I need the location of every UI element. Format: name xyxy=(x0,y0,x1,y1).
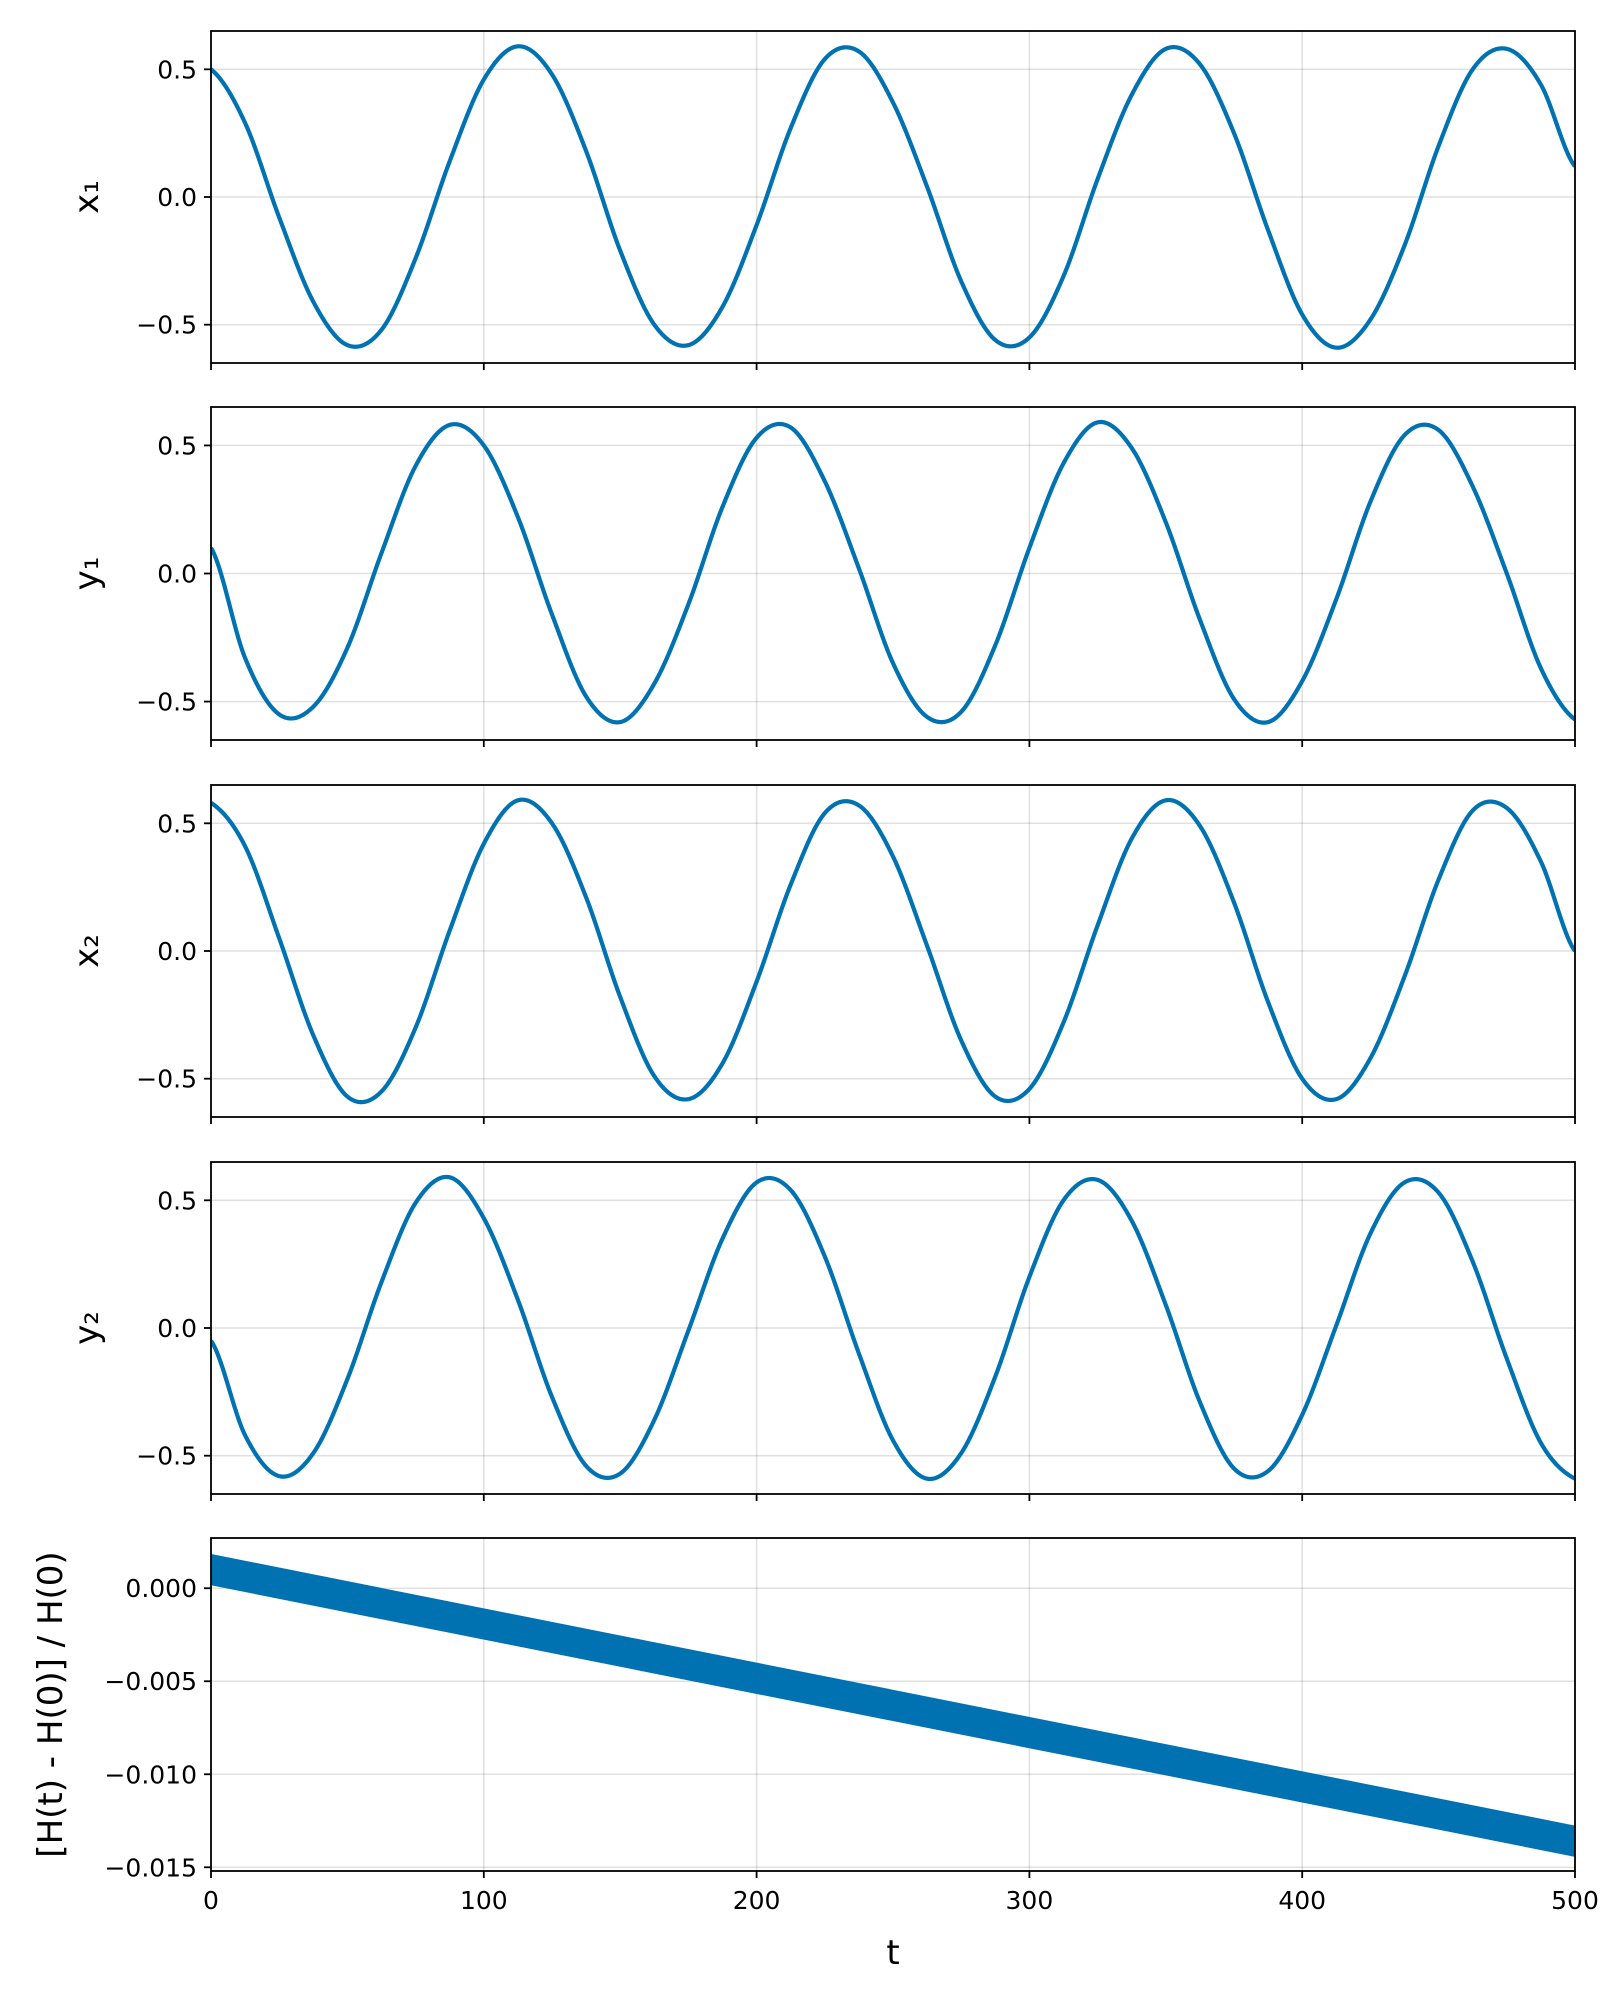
y-tick-label: −0.5 xyxy=(136,1065,197,1094)
y-tick-label: −0.010 xyxy=(104,1760,197,1789)
x-tick-label: 100 xyxy=(460,1886,508,1915)
plot-frame xyxy=(210,1537,1576,1872)
x-tick-label: 400 xyxy=(1278,1886,1326,1915)
y-axis-label: y₁ xyxy=(67,557,107,591)
y-tick-label: 0.0 xyxy=(157,560,197,589)
y-tick-label: 0.0 xyxy=(157,183,197,212)
y-axis-label: x₂ xyxy=(67,934,107,968)
energy-error-band xyxy=(211,1553,1575,1857)
y-tick-label: 0.0 xyxy=(157,1314,197,1343)
y-tick-label: 0.5 xyxy=(157,1186,197,1215)
y-tick-label: 0.000 xyxy=(125,1574,197,1603)
x-tick-label: 200 xyxy=(733,1886,781,1915)
x-tick-label: 0 xyxy=(203,1886,219,1915)
y-axis-label: y₂ xyxy=(67,1311,107,1345)
y-tick-label: 0.5 xyxy=(157,431,197,460)
y-tick-label: −0.5 xyxy=(136,1442,197,1471)
x-tick-label: 300 xyxy=(1006,1886,1054,1915)
y-axis-label: x₁ xyxy=(67,180,107,214)
y-tick-label: −0.005 xyxy=(104,1667,197,1696)
y-tick-label: −0.5 xyxy=(136,688,197,717)
y-tick-label: 0.5 xyxy=(157,55,197,84)
panel-1: −0.5 0.0 0.5 x₁ xyxy=(67,30,1576,370)
series-line xyxy=(211,797,1575,1105)
y-axis-label: [H(t) - H(0)] / H(0) xyxy=(31,1551,71,1857)
series-line xyxy=(211,44,1575,350)
y-tick-label: 0.5 xyxy=(157,809,197,838)
y-tick-label: 0.0 xyxy=(157,937,197,966)
x-tick-label: 500 xyxy=(1551,1886,1599,1915)
panel-2: −0.5 0.0 0.5 y₁ xyxy=(67,406,1576,747)
y-tick-label: −0.5 xyxy=(136,311,197,340)
x-axis-label: t xyxy=(886,1933,899,1973)
series-line xyxy=(211,1174,1575,1482)
panel-4: −0.5 0.0 0.5 y₂ xyxy=(67,1161,1576,1501)
series-line xyxy=(211,419,1575,725)
panel-3: −0.5 0.0 0.5 x₂ xyxy=(67,784,1576,1124)
y-tick-label: −0.015 xyxy=(104,1853,197,1882)
